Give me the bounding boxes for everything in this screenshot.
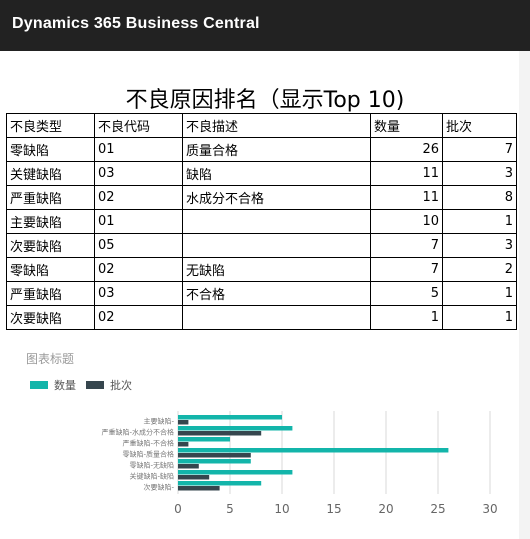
cell-defect-type: 主要缺陷 (6, 209, 95, 234)
column-header-quantity: 数量 (370, 113, 443, 138)
legend-label-batches: 批次 (110, 378, 132, 392)
y-category-label: 零缺陷-无缺陷 (129, 461, 174, 470)
cell-defect-description (182, 233, 371, 258)
cell-defect-type: 严重缺陷 (6, 281, 95, 306)
quantity-bar (178, 448, 449, 453)
cell-batches: 8 (442, 185, 517, 210)
batches-bar (178, 475, 210, 480)
quantity-bar (178, 426, 293, 431)
cell-defect-type: 次要缺陷 (6, 233, 95, 258)
quantity-bar (178, 470, 293, 475)
cell-defect-description (182, 305, 371, 330)
table-row: 关键缺陷 03 缺陷 11 3 (6, 161, 517, 186)
cell-quantity: 7 (370, 233, 443, 258)
table-row: 主要缺陷 01 10 1 (6, 209, 517, 234)
cell-batches: 7 (442, 137, 517, 162)
table-row: 严重缺陷 02 水成分不合格 11 8 (6, 185, 517, 210)
quantity-bar (178, 459, 251, 464)
y-category-label: 严重缺陷-不合格 (122, 439, 174, 448)
y-category-label: 主要缺陷- (143, 417, 174, 426)
cell-batches: 3 (442, 233, 517, 258)
y-category-label: 关键缺陷-缺陷 (129, 472, 174, 481)
cell-quantity: 1 (370, 305, 443, 330)
cell-defect-description: 水成分不合格 (182, 185, 371, 210)
column-header-batches: 批次 (442, 113, 517, 138)
cell-quantity: 26 (370, 137, 443, 162)
chart-title: 图表标题 (26, 352, 74, 366)
batches-bar (178, 453, 251, 458)
cell-defect-type: 关键缺陷 (6, 161, 95, 186)
cell-batches: 1 (442, 281, 517, 306)
x-tick-label: 10 (274, 502, 289, 516)
table-row: 次要缺陷 02 1 1 (6, 305, 517, 330)
cell-defect-code: 03 (94, 281, 183, 306)
app-title: Dynamics 365 Business Central (12, 15, 260, 32)
batches-bar (178, 442, 189, 447)
batches-bar (178, 486, 220, 491)
cell-defect-code: 03 (94, 161, 183, 186)
cell-batches: 3 (442, 161, 517, 186)
cell-batches: 1 (442, 209, 517, 234)
cell-defect-code: 05 (94, 233, 183, 258)
column-header-defect-description: 不良描述 (182, 113, 371, 138)
x-tick-label: 15 (326, 502, 341, 516)
cell-defect-type: 严重缺陷 (6, 185, 95, 210)
table-row: 零缺陷 01 质量合格 26 7 (6, 137, 517, 162)
x-tick-label: 25 (430, 502, 445, 516)
quantity-bar (178, 437, 230, 442)
column-header-defect-code: 不良代码 (94, 113, 183, 138)
cell-defect-description: 缺陷 (182, 161, 371, 186)
batches-bar (178, 420, 189, 425)
cell-defect-description (182, 209, 371, 234)
report-title: 不良原因排名（显示Top 10) (125, 88, 405, 113)
table-row: 次要缺陷 05 7 3 (6, 233, 517, 258)
y-category-label: 零缺陷-质量合格 (122, 450, 174, 459)
cell-defect-code: 02 (94, 257, 183, 282)
defect-ranking-table: 不良类型 不良代码 不良描述 数量 批次 零缺陷 01 质量合格 26 7 关键… (6, 113, 517, 330)
cell-quantity: 11 (370, 161, 443, 186)
quantity-bar (178, 415, 282, 420)
x-tick-label: 30 (482, 502, 497, 516)
legend-swatch-batches (86, 381, 104, 389)
cell-defect-type: 零缺陷 (6, 137, 95, 162)
y-category-label: 次要缺陷- (143, 483, 174, 492)
cell-quantity: 5 (370, 281, 443, 306)
cell-quantity: 10 (370, 209, 443, 234)
table-row: 零缺陷 02 无缺陷 7 2 (6, 257, 517, 282)
batches-bar (178, 431, 262, 436)
column-header-defect-type: 不良类型 (6, 113, 95, 138)
x-tick-label: 5 (226, 502, 234, 516)
cell-defect-code: 01 (94, 209, 183, 234)
cell-defect-type: 次要缺陷 (6, 305, 95, 330)
legend-swatch-quantity (30, 381, 48, 389)
table-row: 严重缺陷 03 不合格 5 1 (6, 281, 517, 306)
batches-bar (178, 464, 199, 469)
cell-defect-description: 质量合格 (182, 137, 371, 162)
cell-defect-code: 02 (94, 305, 183, 330)
app-header-bar: Dynamics 365 Business Central (0, 0, 530, 51)
defect-bar-chart: 图表标题 数量 批次 0 5 10 15 20 25 30 主要缺陷- 严重缺陷-水成分不合格严… (26, 352, 498, 516)
cell-quantity: 7 (370, 257, 443, 282)
legend-label-quantity: 数量 (54, 379, 76, 392)
y-category-label: 严重缺陷-水成分不合格 (101, 428, 174, 437)
x-tick-label: 20 (378, 502, 393, 516)
cell-defect-type: 零缺陷 (6, 257, 95, 282)
cell-quantity: 11 (370, 185, 443, 210)
table-header-row: 不良类型 不良代码 不良描述 数量 批次 (6, 113, 517, 138)
vertical-scrollbar[interactable] (519, 51, 530, 539)
cell-defect-code: 02 (94, 185, 183, 210)
x-tick-label: 0 (174, 502, 182, 516)
cell-batches: 1 (442, 305, 517, 330)
quantity-bar (178, 481, 262, 486)
cell-defect-code: 01 (94, 137, 183, 162)
cell-defect-description: 不合格 (182, 281, 371, 306)
cell-batches: 2 (442, 257, 517, 282)
cell-defect-description: 无缺陷 (182, 257, 371, 282)
